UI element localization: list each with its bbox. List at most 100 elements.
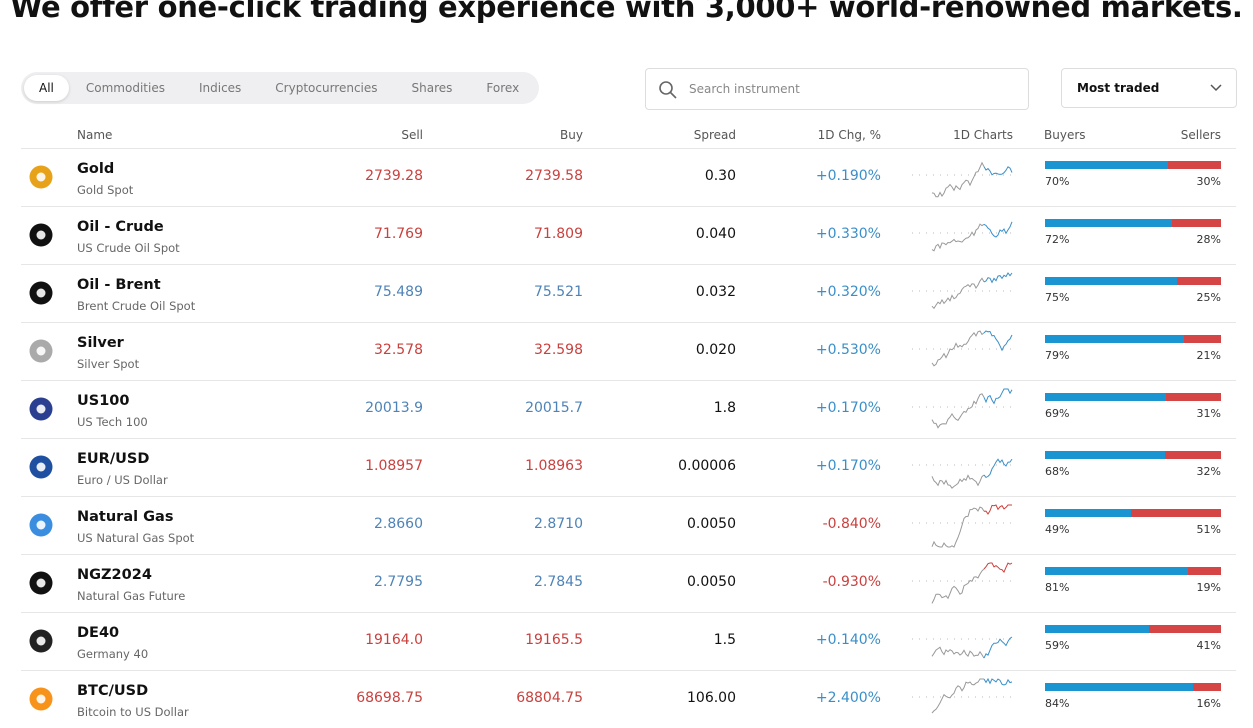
instrument-subtitle: Silver Spot [77,357,140,371]
buyers-percent: 68% [1045,465,1070,478]
tab[interactable]: Shares [411,81,453,95]
buyers-percent: 79% [1045,349,1070,362]
tab[interactable]: Forex [486,81,520,95]
spread: 106.00 [687,690,736,706]
sort-label: Most traded [1077,81,1160,95]
spread: 0.30 [704,168,736,184]
buyers-bar [1045,683,1193,691]
tab[interactable]: Indices [198,81,242,95]
instrument-icon [29,629,53,653]
icon-glyph [36,578,46,588]
sellers-percent: 16% [1196,697,1221,710]
sparkline-recent [983,636,1013,659]
market-row[interactable]: Gold Gold Spot 2739.28 2739.58 0.30 +0.190% 70… [21,148,1236,206]
sparkline-history [931,474,985,489]
sparkline [912,272,1013,310]
instrument-icon [29,397,53,421]
icon-glyph [36,404,46,414]
sparkline-history [931,161,985,198]
tab-bar: All Commodities Indices Cryptocurrencies Sha… [21,72,540,104]
market-row[interactable]: BTC/USD Bitcoin to US Dollar 68698.75 68804… [21,670,1236,728]
instrument-subtitle: US Natural Gas Spot [77,531,195,545]
market-row[interactable]: Oil - Brent Brent Crude Oil Spot 75.489 75.… [21,264,1236,322]
sparkline-recent [983,458,1013,479]
sparkline [912,504,1012,548]
tab[interactable]: All [24,75,69,101]
market-row[interactable]: EUR/USD Euro / US Dollar 1.08957 1.08963 0.0… [21,438,1236,496]
instrument-name: Gold [77,161,115,177]
instrument-icon [29,223,53,247]
column-header: Spread [693,128,736,142]
sparkline-recent [983,677,1013,686]
sparkline-recent [983,330,1013,352]
sparkline-recent [983,166,1013,176]
change: +0.530% [815,342,881,358]
buyers-percent: 75% [1045,291,1070,304]
search-box[interactable]: Search instrument [645,68,1029,110]
sell-price: 2.8660 [374,516,423,532]
icon-glyph [36,346,46,356]
buyers-bar [1045,509,1132,517]
sparkline-history [931,646,985,659]
market-row[interactable]: Oil - Crude US Crude Oil Spot 71.769 71.809… [21,206,1236,264]
buyers-percent: 69% [1045,407,1070,420]
change: +0.170% [815,400,881,416]
sellers-bar [1131,509,1221,517]
instrument-icon [29,165,53,189]
icon-glyph [36,288,46,298]
sellers-bar [1187,567,1221,575]
spread: 0.0050 [687,574,736,590]
market-row[interactable]: US100 US Tech 100 20013.9 20015.7 1.8 +0.170%… [21,380,1236,438]
sparkline-history [931,506,985,548]
sellers-percent: 25% [1196,291,1221,304]
spread: 1.8 [713,400,736,416]
tab[interactable]: Cryptocurrencies [275,81,378,95]
instrument-name: BTC/USD [77,683,149,699]
sell-price: 2739.28 [365,168,423,184]
spread: 1.5 [713,632,736,648]
sell-price: 32.578 [374,342,423,358]
spread: 0.0050 [687,516,736,532]
tab[interactable]: Commodities [85,81,165,95]
sort-select[interactable]: Most traded [1061,68,1237,108]
sellers-percent: 28% [1196,233,1221,246]
sell-price: 68698.75 [356,690,423,706]
column-header: Name [77,128,113,142]
instrument-icon [29,571,53,595]
column-header: 1D Charts [953,128,1013,142]
market-row[interactable]: NGZ2024 Natural Gas Future 2.7795 2.7845 0.0… [21,554,1236,612]
column-header: Buyers [1044,128,1086,142]
sparkline [912,677,1013,714]
sellers-percent: 51% [1196,523,1221,536]
buy-price: 32.598 [534,342,583,358]
buyers-bar [1045,277,1177,285]
sell-price: 71.769 [374,226,423,242]
market-row[interactable]: DE40 Germany 40 19164.0 19165.5 1.5 +0.140% 59… [21,612,1236,670]
sell-price: 20013.9 [365,400,423,416]
instrument-subtitle: Brent Crude Oil Spot [77,299,196,313]
icon-glyph [36,636,46,646]
column-header: 1D Chg, % [817,128,881,142]
sparkline [912,330,1013,367]
instrument-name: US100 [77,393,130,409]
sellers-bar [1192,683,1221,691]
market-row[interactable]: Silver Silver Spot 32.578 32.598 0.020 +0.530… [21,322,1236,380]
spread: 0.020 [695,342,736,358]
chevron [1210,84,1222,92]
sellers-bar [1177,277,1221,285]
buy-price: 2739.58 [525,168,583,184]
buy-price: 75.521 [534,284,583,300]
instrument-name: NGZ2024 [77,567,152,583]
icon-glyph [36,172,46,182]
sparkline-recent [983,504,1012,515]
market-row[interactable]: Natural Gas US Natural Gas Spot 2.8660 2.87… [21,496,1236,554]
sellers-percent: 41% [1196,639,1221,652]
icon-glyph [36,230,46,240]
instrument-icon [29,339,53,363]
change: +0.140% [815,632,881,648]
buyers-percent: 59% [1045,639,1070,652]
sellers-bar [1184,335,1221,343]
sparkline-history [931,223,985,252]
spread: 0.032 [695,284,736,300]
